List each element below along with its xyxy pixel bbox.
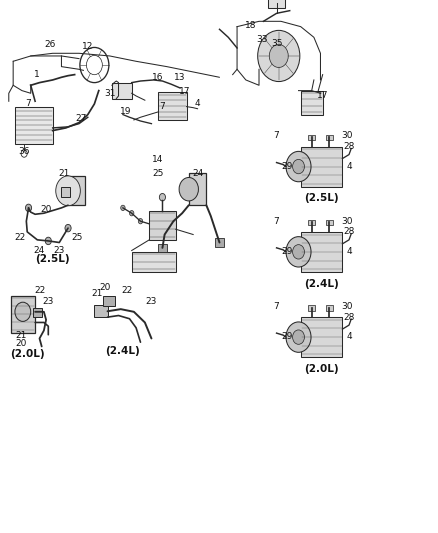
Text: 17: 17 [316, 92, 328, 100]
Bar [300, 147, 342, 187]
Bar [149, 211, 175, 240]
Text: 21: 21 [15, 332, 26, 341]
Text: 21: 21 [91, 289, 102, 298]
Circle shape [15, 302, 31, 321]
Text: 7: 7 [25, 100, 32, 108]
Text: (2.5L): (2.5L) [304, 193, 338, 203]
Bar [300, 317, 342, 357]
Bar [325, 305, 332, 311]
Text: 22: 22 [14, 233, 25, 242]
Circle shape [65, 224, 71, 232]
Circle shape [285, 322, 311, 352]
Text: 20: 20 [15, 340, 26, 349]
Text: 30: 30 [340, 132, 352, 140]
Text: 33: 33 [256, 36, 268, 44]
Bar [307, 220, 314, 225]
Text: 1: 1 [34, 70, 40, 79]
Circle shape [292, 245, 304, 259]
Bar [300, 91, 322, 115]
Circle shape [292, 330, 304, 344]
Text: 29: 29 [281, 162, 293, 171]
Bar [158, 244, 166, 252]
Circle shape [45, 237, 51, 245]
Text: 31: 31 [104, 89, 115, 98]
Text: 14: 14 [152, 156, 163, 164]
Bar [11, 296, 35, 333]
Text: 23: 23 [53, 246, 65, 255]
Text: 35: 35 [271, 39, 282, 48]
Text: 7: 7 [273, 302, 279, 311]
Text: 23: 23 [145, 297, 157, 306]
Text: 20: 20 [99, 284, 111, 293]
Bar [94, 305, 107, 317]
Bar [307, 135, 314, 140]
Text: 28: 28 [343, 142, 354, 151]
Text: 25: 25 [152, 169, 163, 178]
Bar [131, 252, 175, 272]
Text: 20: 20 [40, 205, 52, 214]
Bar [112, 83, 131, 99]
Text: 28: 28 [343, 228, 354, 236]
Text: 7: 7 [159, 102, 165, 111]
Circle shape [292, 159, 304, 174]
Bar [300, 232, 342, 272]
Text: 7: 7 [273, 132, 279, 140]
Text: 12: 12 [82, 43, 93, 51]
Text: 24: 24 [33, 246, 44, 255]
Bar [60, 187, 70, 197]
Text: 36: 36 [18, 147, 30, 156]
Text: (2.4L): (2.4L) [304, 279, 338, 288]
Text: 29: 29 [281, 333, 293, 341]
Text: 28: 28 [343, 313, 354, 321]
Text: 19: 19 [120, 108, 131, 116]
Text: 17: 17 [178, 87, 190, 96]
Circle shape [129, 211, 134, 216]
Text: 30: 30 [340, 302, 352, 311]
Text: 23: 23 [42, 297, 54, 306]
Text: (2.4L): (2.4L) [105, 346, 140, 357]
Text: 4: 4 [346, 247, 351, 256]
Text: 13: 13 [174, 73, 185, 82]
Text: 18: 18 [244, 21, 255, 30]
Circle shape [120, 205, 125, 211]
Text: 4: 4 [346, 162, 351, 171]
Circle shape [285, 237, 311, 267]
Text: 7: 7 [273, 217, 279, 225]
Text: 29: 29 [281, 247, 293, 256]
Text: 26: 26 [45, 40, 56, 49]
Bar [188, 173, 206, 205]
Circle shape [138, 219, 142, 224]
Text: 27: 27 [75, 114, 87, 123]
Bar [33, 308, 42, 317]
Bar [307, 305, 314, 311]
Circle shape [268, 44, 288, 68]
Bar [15, 107, 53, 144]
Circle shape [257, 30, 299, 82]
Text: 4: 4 [194, 100, 200, 108]
Bar [267, 0, 285, 8]
Text: (2.0L): (2.0L) [304, 364, 338, 374]
Text: 22: 22 [34, 286, 45, 295]
Text: 22: 22 [121, 286, 133, 295]
Circle shape [25, 204, 32, 212]
Text: 21: 21 [58, 169, 69, 178]
Text: (2.0L): (2.0L) [11, 349, 45, 359]
Bar [325, 135, 332, 140]
Text: 4: 4 [346, 333, 351, 341]
Text: (2.5L): (2.5L) [35, 254, 70, 264]
Bar [103, 296, 115, 306]
Circle shape [179, 177, 198, 201]
Text: 25: 25 [71, 233, 82, 242]
Bar [158, 92, 186, 120]
Circle shape [159, 193, 165, 201]
Bar [325, 220, 332, 225]
Bar [215, 238, 223, 247]
Text: 16: 16 [152, 73, 163, 82]
Bar [68, 176, 85, 205]
Circle shape [285, 151, 311, 182]
Text: 24: 24 [191, 169, 203, 178]
Text: 30: 30 [340, 217, 352, 225]
Circle shape [56, 176, 80, 206]
